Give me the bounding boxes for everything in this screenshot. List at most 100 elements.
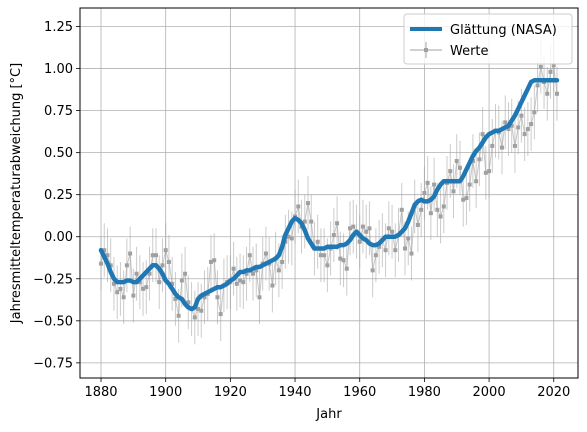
x-axis-label: Jahr xyxy=(315,407,342,422)
value-point xyxy=(257,295,262,300)
value-point xyxy=(289,236,294,241)
y-tick-label: −0.75 xyxy=(33,356,73,371)
value-point xyxy=(147,271,152,276)
value-point xyxy=(305,201,310,206)
value-point xyxy=(377,244,382,249)
value-point xyxy=(163,248,168,253)
value-point xyxy=(399,207,404,212)
value-point xyxy=(509,123,514,128)
value-point xyxy=(128,251,133,256)
value-point xyxy=(153,253,158,258)
value-point xyxy=(111,281,116,286)
value-point xyxy=(548,69,553,74)
value-point xyxy=(364,229,369,234)
value-point xyxy=(406,236,411,241)
plot-frame xyxy=(79,7,579,379)
value-point xyxy=(464,196,469,201)
value-point xyxy=(457,165,462,170)
value-point xyxy=(170,281,175,286)
value-point xyxy=(467,182,472,187)
value-point xyxy=(166,259,171,264)
value-point xyxy=(315,239,320,244)
value-point xyxy=(215,295,220,300)
value-point xyxy=(199,308,204,313)
y-tick-label: 1.00 xyxy=(44,62,73,77)
value-point xyxy=(535,83,540,88)
value-point xyxy=(341,258,346,263)
value-point xyxy=(118,286,123,291)
value-point xyxy=(121,295,126,300)
value-point xyxy=(554,91,559,96)
y-tick-label: 0.50 xyxy=(44,146,73,161)
y-tick-label: 0.00 xyxy=(44,230,73,245)
value-point xyxy=(322,253,327,258)
value-point xyxy=(179,278,184,283)
value-point xyxy=(108,263,113,268)
value-point xyxy=(351,224,356,229)
value-point xyxy=(231,266,236,271)
value-point xyxy=(428,211,433,216)
value-point xyxy=(176,313,181,318)
value-point xyxy=(551,63,556,68)
value-point xyxy=(367,226,372,231)
legend-values-marker xyxy=(424,48,428,52)
value-point xyxy=(157,280,162,285)
ticks: 1880 1900 1920 1940 1960 1980 2000 2020 −0.75 −0.… xyxy=(33,20,570,400)
x-tick-label: 2000 xyxy=(473,385,506,400)
value-point xyxy=(102,248,107,253)
value-point xyxy=(512,143,517,148)
y-tick-label: −0.50 xyxy=(33,314,73,329)
value-point xyxy=(390,229,395,234)
value-point xyxy=(490,143,495,148)
x-tick-label: 1880 xyxy=(84,385,117,400)
value-point xyxy=(477,157,482,162)
value-point xyxy=(519,113,524,118)
legend-box xyxy=(403,13,573,65)
value-point xyxy=(545,91,550,96)
x-tick-label: 1900 xyxy=(149,385,182,400)
x-tick-label: 2020 xyxy=(537,385,570,400)
value-point xyxy=(441,204,446,209)
value-point xyxy=(522,132,527,137)
value-point xyxy=(474,179,479,184)
value-point xyxy=(383,248,388,253)
value-point xyxy=(124,263,129,268)
value-point xyxy=(516,125,521,130)
value-point xyxy=(425,180,430,185)
value-point xyxy=(296,204,301,209)
value-point xyxy=(393,248,398,253)
y-axis-label: Jahresmitteltemperaturabweichung [°C] xyxy=(9,63,24,324)
value-point xyxy=(348,226,353,231)
value-point xyxy=(419,207,424,212)
value-point xyxy=(451,189,456,194)
value-point xyxy=(254,268,259,273)
legend-smooth-label: Glättung (NASA) xyxy=(450,23,557,38)
value-point xyxy=(432,182,437,187)
value-point xyxy=(370,268,375,273)
y-tick-label: 0.75 xyxy=(44,104,73,119)
value-point xyxy=(454,159,459,164)
smooth-series xyxy=(98,78,560,312)
value-point xyxy=(373,253,378,258)
value-point xyxy=(525,127,530,132)
x-tick-label: 1940 xyxy=(278,385,311,400)
value-point xyxy=(409,251,414,256)
legend: Glättung (NASA) Werte xyxy=(403,13,573,65)
value-point xyxy=(503,120,508,125)
value-point xyxy=(99,261,104,266)
y-tick-label: −0.25 xyxy=(33,272,73,287)
value-point xyxy=(276,268,281,273)
value-point xyxy=(357,239,362,244)
value-point xyxy=(438,214,443,219)
value-point xyxy=(134,271,139,276)
value-point xyxy=(141,286,146,291)
value-point xyxy=(435,207,440,212)
y-tick-label: 1.25 xyxy=(44,20,73,35)
x-tick-label: 1980 xyxy=(408,385,441,400)
value-point xyxy=(386,226,391,231)
value-point xyxy=(202,295,207,300)
legend-values-label: Werte xyxy=(450,44,489,59)
value-point xyxy=(183,271,188,276)
value-point xyxy=(422,191,427,195)
